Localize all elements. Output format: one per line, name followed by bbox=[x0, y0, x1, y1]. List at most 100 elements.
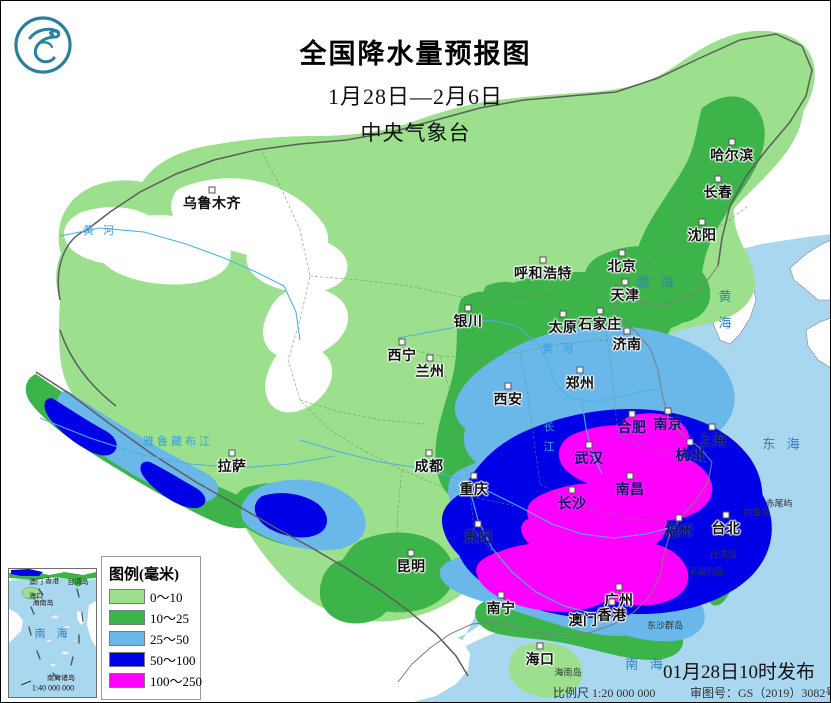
city-label: 天津 bbox=[610, 287, 640, 303]
legend-box: 图例(毫米) 0～10 10～25 25～50 50～100 100～250 bbox=[101, 556, 202, 700]
city-marker-dot bbox=[474, 520, 482, 528]
island-label: 澎湖列岛 bbox=[687, 566, 725, 577]
city-marker-dot bbox=[618, 249, 626, 257]
river-label: 雅鲁藏布江 bbox=[143, 436, 213, 448]
city-marker-dot bbox=[576, 366, 584, 374]
city-label: 济南 bbox=[612, 336, 642, 352]
legend-range-label: 0～10 bbox=[150, 590, 183, 605]
no-precip-holes bbox=[63, 178, 349, 413]
inset-place-label: 海口 bbox=[29, 593, 43, 600]
legend-row: 25～50 bbox=[109, 629, 193, 648]
city-marker-dot bbox=[664, 407, 672, 415]
island-label: 海南岛 bbox=[554, 667, 582, 678]
rivers-layer bbox=[39, 227, 677, 615]
city-marker-dot bbox=[615, 583, 623, 591]
city-label: 杭州 bbox=[675, 447, 705, 463]
inset-place-label: 香港 bbox=[45, 578, 59, 585]
city-label: 哈尔滨 bbox=[710, 147, 754, 163]
legend-title: 图例(毫米) bbox=[109, 567, 179, 583]
city-label: 昆明 bbox=[396, 558, 426, 574]
city-marker-dot bbox=[568, 486, 576, 494]
province-borders bbox=[261, 109, 749, 615]
city-marker-dot bbox=[722, 511, 730, 519]
city-label: 南宁 bbox=[486, 600, 516, 616]
city-label: 福州 bbox=[664, 523, 694, 539]
city-label: 香港 bbox=[597, 607, 627, 623]
city-label: 太原 bbox=[548, 319, 578, 335]
city-label: 拉萨 bbox=[217, 458, 247, 474]
city-marker-dot bbox=[623, 327, 631, 335]
sea-label: 渤 海 bbox=[636, 274, 678, 290]
legend-color-swatch bbox=[109, 673, 145, 688]
inset-scale-label: 1:40 000 000 bbox=[31, 683, 75, 693]
river-label: 长 江 bbox=[542, 420, 554, 456]
legend-color-swatch bbox=[109, 589, 145, 604]
island-label: 台湾岛 bbox=[709, 549, 737, 560]
island-label: 东沙群岛 bbox=[646, 620, 684, 631]
island-label: 赤尾屿 bbox=[765, 498, 793, 509]
legend-rows: 0～10 10～25 25～50 50～100 100～250 bbox=[109, 587, 202, 690]
river-label: 黄 河 bbox=[541, 343, 577, 355]
city-marker-dot bbox=[698, 218, 706, 226]
city-marker-dot bbox=[539, 256, 547, 264]
city-marker-dot bbox=[426, 354, 434, 362]
city-marker-dot bbox=[536, 642, 544, 650]
coastline bbox=[397, 265, 719, 683]
city-marker-dot bbox=[686, 438, 694, 446]
legend-range-label: 100～250 bbox=[150, 674, 203, 689]
legend-color-swatch bbox=[109, 610, 145, 625]
issue-time-label: 01月28日10时发布 bbox=[662, 662, 815, 683]
legend-color-swatch bbox=[109, 631, 145, 646]
legend-range-label: 50～100 bbox=[150, 653, 196, 668]
inset-sea-label: 南 海 bbox=[34, 628, 72, 640]
inset-place-label: 台湾岛 bbox=[67, 579, 89, 586]
city-marker-dot bbox=[714, 175, 722, 183]
city-marker-dot bbox=[398, 338, 406, 346]
legend-range-label: 25～50 bbox=[150, 632, 190, 647]
city-label: 重庆 bbox=[459, 481, 489, 497]
city-label: 沈阳 bbox=[687, 227, 717, 243]
legend-row: 50～100 bbox=[109, 650, 196, 669]
scale-label: 比例尺 1:20 000 000 bbox=[553, 686, 656, 700]
city-label: 上海 bbox=[697, 432, 727, 448]
city-marker-dot bbox=[628, 410, 636, 418]
legend-row: 100～250 bbox=[109, 671, 202, 690]
city-marker-dot bbox=[425, 449, 433, 457]
city-label: 武汉 bbox=[574, 450, 604, 466]
city-marker-dot bbox=[708, 423, 716, 431]
city-label: 呼和浩特 bbox=[514, 265, 572, 281]
sea-label: 南 海 bbox=[625, 656, 667, 672]
city-label: 兰州 bbox=[415, 363, 445, 379]
city-label: 澳门 bbox=[568, 612, 598, 628]
city-label: 北京 bbox=[607, 258, 637, 274]
band-100-250 bbox=[476, 413, 713, 612]
national-border bbox=[35, 33, 813, 677]
city-label: 银川 bbox=[453, 313, 483, 329]
city-marker-dot bbox=[470, 472, 478, 480]
city-marker-dot bbox=[728, 138, 736, 146]
city-marker-dot bbox=[626, 472, 634, 480]
city-label: 南京 bbox=[653, 416, 683, 432]
sea-label: 黄 海 bbox=[716, 289, 732, 335]
city-label: 海口 bbox=[525, 651, 555, 667]
inset-place-label: 南海诸岛 bbox=[47, 675, 75, 682]
city-label: 乌鲁木齐 bbox=[183, 195, 241, 211]
legend-range-label: 10～25 bbox=[150, 611, 190, 626]
city-marker-dot bbox=[464, 304, 472, 312]
city-marker-dot bbox=[497, 591, 505, 599]
city-label: 成都 bbox=[414, 458, 444, 474]
city-label: 西安 bbox=[493, 391, 523, 407]
city-label: 合肥 bbox=[617, 419, 647, 435]
city-label: 石家庄 bbox=[578, 316, 622, 332]
city-marker-dot bbox=[621, 278, 629, 286]
inset-place-label: 海南岛 bbox=[32, 600, 54, 607]
legend-row: 0～10 bbox=[109, 587, 193, 606]
approval-number-label: 审图号：GS（2019）3082号 bbox=[690, 686, 831, 700]
city-label: 台北 bbox=[711, 520, 741, 536]
cma-dragon-logo bbox=[12, 14, 74, 76]
sea-label: 东 海 bbox=[762, 436, 804, 452]
city-label: 南昌 bbox=[615, 481, 645, 497]
city-marker-dot bbox=[585, 441, 593, 449]
city-marker-dot bbox=[407, 549, 415, 557]
